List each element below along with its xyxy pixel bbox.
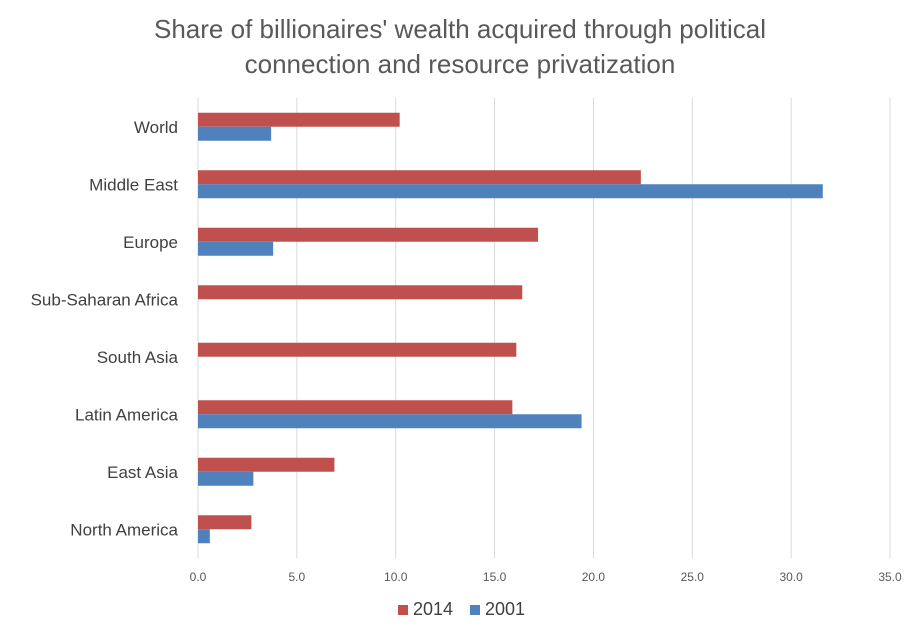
x-tick-label: 25.0 xyxy=(681,570,705,584)
bar-2001 xyxy=(198,471,254,486)
x-tick-labels: 0.0 5.0 10.0 15.0 20.0 25.0 30.0 35.0 xyxy=(190,570,902,584)
x-tick-label: 15.0 xyxy=(483,570,507,584)
bar-2014 xyxy=(198,170,641,185)
x-tick-label: 10.0 xyxy=(384,570,408,584)
x-tick-label: 35.0 xyxy=(878,570,902,584)
chart-title-line-2: connection and resource privatization xyxy=(245,49,676,79)
category-label: Middle East xyxy=(89,175,178,194)
bar-2014 xyxy=(198,457,335,472)
category-label: Europe xyxy=(123,233,178,252)
bar-2001 xyxy=(198,529,210,544)
category-label: South Asia xyxy=(97,348,179,367)
bar-2001 xyxy=(198,241,274,256)
bar-2014 xyxy=(198,285,523,300)
chart-title: Share of billionaires' wealth acquired t… xyxy=(154,14,766,79)
bars xyxy=(198,112,823,544)
category-label: Latin America xyxy=(75,405,179,424)
bar-2001 xyxy=(198,126,272,141)
bar-2014 xyxy=(198,227,539,242)
x-tick-label: 5.0 xyxy=(289,570,306,584)
legend-swatch-2001 xyxy=(470,605,480,615)
category-label: World xyxy=(134,118,178,137)
chart-title-line-1: Share of billionaires' wealth acquired t… xyxy=(154,14,766,44)
x-tick-label: 20.0 xyxy=(582,570,606,584)
bar-2014 xyxy=(198,342,517,357)
x-tick-label: 0.0 xyxy=(190,570,207,584)
category-labels: World Middle East Europe Sub-Saharan Africa… xyxy=(31,118,179,540)
bar-2014 xyxy=(198,112,400,127)
bar-2014 xyxy=(198,515,252,530)
category-label: North America xyxy=(70,520,178,539)
category-label: East Asia xyxy=(107,463,178,482)
legend: 2014 2001 xyxy=(398,599,525,619)
gridlines xyxy=(197,98,891,558)
category-label: Sub-Saharan Africa xyxy=(31,290,179,309)
bar-2001 xyxy=(198,414,582,429)
x-tick-label: 30.0 xyxy=(779,570,803,584)
legend-swatch-2014 xyxy=(398,605,408,615)
legend-label: 2014 xyxy=(413,599,453,619)
bar-2001 xyxy=(198,184,823,199)
legend-label: 2001 xyxy=(485,599,525,619)
bar-2014 xyxy=(198,400,513,415)
